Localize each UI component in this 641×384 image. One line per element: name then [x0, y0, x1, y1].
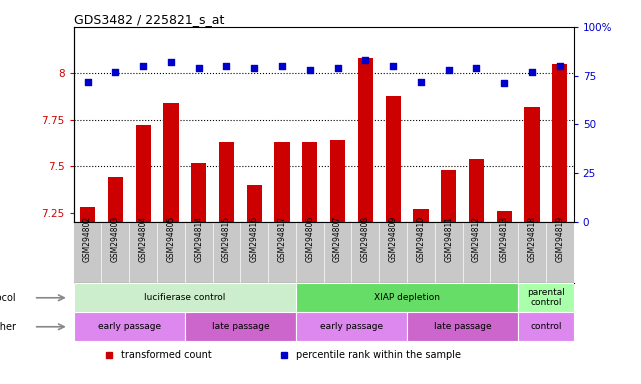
Bar — [108, 177, 123, 222]
Point — [304, 67, 315, 73]
Point — [554, 63, 565, 69]
Bar — [274, 142, 290, 222]
Bar — [385, 96, 401, 222]
Bar — [247, 185, 262, 222]
Bar — [413, 209, 429, 222]
Point — [194, 65, 204, 71]
Bar — [74, 312, 185, 341]
Bar — [296, 283, 518, 312]
Bar — [518, 283, 574, 312]
Bar — [524, 107, 540, 222]
Point — [277, 63, 287, 69]
Bar — [163, 103, 179, 222]
Point — [416, 78, 426, 84]
Point — [249, 65, 260, 71]
Point — [444, 67, 454, 73]
Point — [221, 63, 231, 69]
Bar — [185, 312, 296, 341]
Text: early passage: early passage — [320, 322, 383, 331]
Text: XIAP depletion: XIAP depletion — [374, 293, 440, 302]
Text: late passage: late passage — [434, 322, 492, 331]
Bar — [74, 283, 296, 312]
Point — [83, 78, 93, 84]
Point — [110, 69, 121, 75]
Bar — [296, 312, 407, 341]
Bar — [469, 159, 484, 222]
Text: percentile rank within the sample: percentile rank within the sample — [296, 350, 462, 360]
Bar — [552, 64, 567, 222]
Bar — [358, 58, 373, 222]
Bar — [441, 170, 456, 222]
Text: protocol: protocol — [0, 293, 16, 303]
Bar — [219, 142, 234, 222]
Point — [388, 63, 398, 69]
Text: other: other — [0, 322, 16, 332]
Bar — [330, 140, 345, 222]
Point — [360, 57, 370, 63]
Text: lucifierase control: lucifierase control — [144, 293, 226, 302]
Bar — [407, 312, 518, 341]
Bar — [191, 162, 206, 222]
Text: transformed count: transformed count — [121, 350, 212, 360]
Bar — [80, 207, 96, 222]
Point — [471, 65, 481, 71]
Point — [527, 69, 537, 75]
Point — [138, 63, 148, 69]
Point — [499, 80, 510, 86]
Bar — [135, 125, 151, 222]
Point — [166, 59, 176, 65]
Text: late passage: late passage — [212, 322, 269, 331]
Bar — [302, 142, 317, 222]
Text: parental
control: parental control — [527, 288, 565, 308]
Text: GDS3482 / 225821_s_at: GDS3482 / 225821_s_at — [74, 13, 224, 26]
Bar — [497, 211, 512, 222]
Text: control: control — [530, 322, 562, 331]
Text: early passage: early passage — [97, 322, 161, 331]
Point — [333, 65, 343, 71]
Bar — [518, 312, 574, 341]
